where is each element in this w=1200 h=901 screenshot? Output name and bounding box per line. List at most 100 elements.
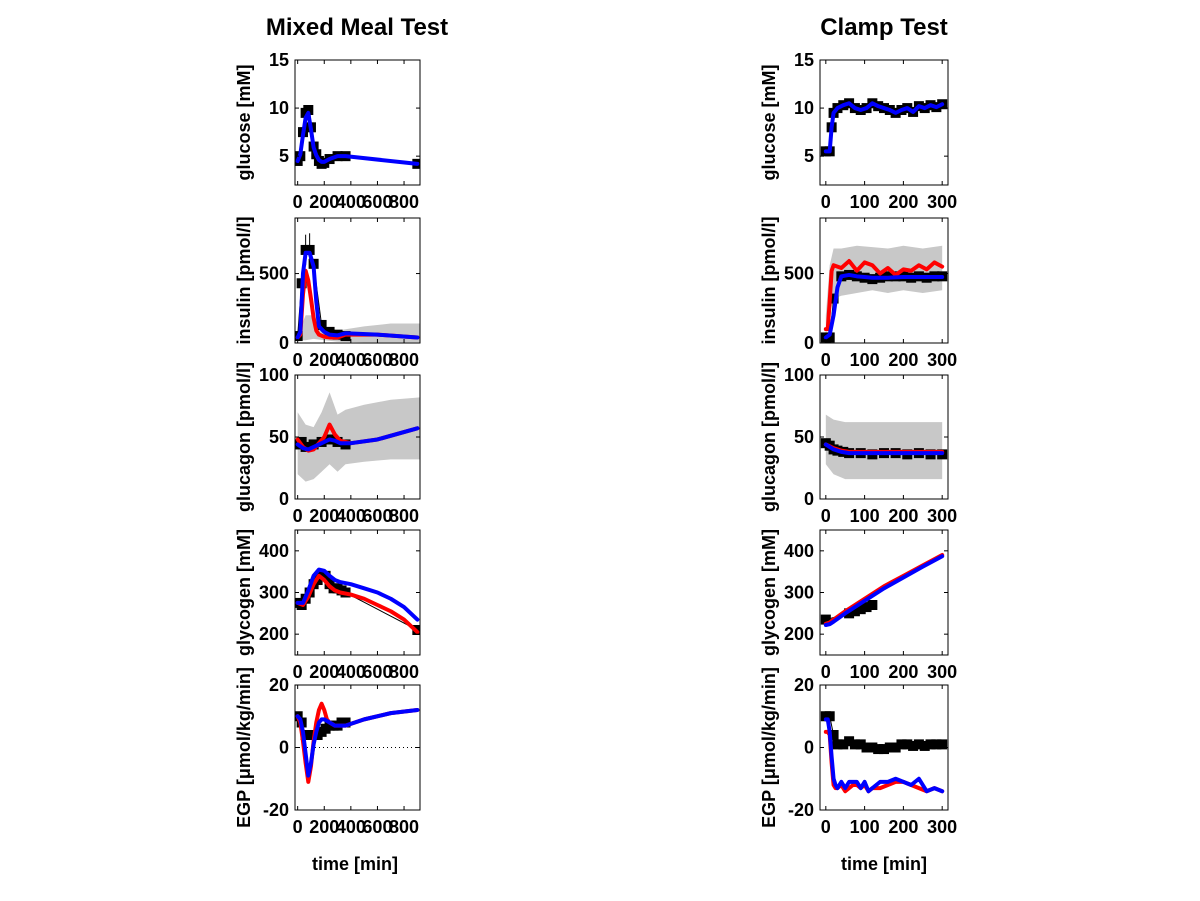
y-tick-label: 100: [784, 365, 814, 385]
y-tick-label: 500: [259, 264, 289, 284]
y-tick-label: 0: [279, 489, 289, 509]
x-tick-label: 0: [293, 506, 303, 526]
panel-plot-area: [295, 701, 420, 784]
x-tick-label: 300: [927, 506, 957, 526]
y-tick-label: 0: [804, 333, 814, 353]
x-tick-label: 200: [309, 350, 339, 370]
y-axis-label: glucose [mM]: [234, 64, 254, 180]
x-tick-label: 800: [389, 506, 419, 526]
data-point-marker: [304, 244, 315, 255]
panel-plot-area: [820, 245, 948, 343]
data-point-marker: [861, 742, 872, 753]
y-tick-label: 50: [269, 427, 289, 447]
y-tick-label: 5: [279, 146, 289, 166]
panel-clamp-insulin: 0 500 0 100 200 300 insulin [pmol/l]: [759, 217, 957, 371]
data-point-marker: [844, 608, 855, 619]
data-point-marker: [820, 614, 831, 625]
blue-model-line: [295, 250, 420, 340]
x-tick-label: 0: [821, 192, 831, 212]
x-tick-label: 600: [362, 506, 392, 526]
blue-model-line: [295, 110, 420, 166]
x-tick-label: 0: [293, 817, 303, 837]
data-point-marker: [867, 742, 878, 753]
data-point-marker: [855, 604, 866, 615]
panel-plot-area: [295, 567, 420, 635]
x-tick-label: 200: [309, 662, 339, 682]
y-tick-label: 0: [804, 489, 814, 509]
x-axis-label-meal: time [min]: [312, 854, 398, 874]
data-point-marker: [861, 602, 872, 613]
data-point-marker: [844, 736, 855, 747]
x-tick-label: 100: [850, 506, 880, 526]
y-tick-label: 5: [804, 146, 814, 166]
y-tick-label: 300: [784, 583, 814, 603]
panel-plot-area: [820, 98, 948, 157]
data-point-marker: [867, 600, 878, 610]
data-point-marker: [320, 570, 331, 581]
y-axis-label: insulin [pmol/l]: [759, 217, 779, 345]
data-point-marker: [908, 740, 919, 751]
y-tick-label: 20: [794, 675, 814, 695]
x-tick-label: 200: [888, 662, 918, 682]
panel-clamp-glucose: 5 10 15 0 100 200 300 glucose [mM]: [759, 50, 957, 212]
x-tick-label: 600: [362, 817, 392, 837]
y-tick-label: 10: [269, 98, 289, 118]
x-tick-label: 400: [336, 817, 366, 837]
y-tick-label: 300: [259, 583, 289, 603]
x-tick-label: 400: [336, 506, 366, 526]
panel-plot-area: [295, 233, 420, 343]
x-tick-label: 800: [389, 662, 419, 682]
data-point-marker: [890, 742, 901, 753]
y-axis-label: glucagon [pmol/l]: [759, 362, 779, 512]
column-title-clamp: Clamp Test: [820, 14, 948, 41]
x-tick-label: 300: [927, 350, 957, 370]
panel-plot-area: [820, 553, 945, 627]
x-tick-label: 300: [927, 192, 957, 212]
panel-plot-area: [820, 711, 948, 794]
data-point-marker: [884, 742, 895, 753]
data-point-marker: [879, 744, 889, 755]
x-tick-label: 100: [850, 817, 880, 837]
x-tick-label: 200: [888, 817, 918, 837]
y-tick-label: 200: [784, 624, 814, 644]
x-tick-label: 100: [850, 350, 880, 370]
uncertainty-band: [825, 245, 943, 335]
column-title-meal: Mixed Meal Test: [266, 14, 448, 41]
blue-model-line: [295, 708, 420, 778]
axes-box: [294, 59, 421, 186]
y-axis-label: glucose [mM]: [759, 64, 779, 180]
data-point-marker: [828, 730, 839, 740]
x-axis-label-clamp: time [min]: [841, 854, 927, 874]
red-model-line: [295, 573, 420, 635]
data-point-marker: [824, 711, 835, 722]
panel-clamp-glucagon: 0 50 100 0 100 200 300 glucagon [pmol/l]: [759, 362, 957, 526]
x-tick-label: 800: [389, 192, 419, 212]
x-tick-label: 300: [927, 817, 957, 837]
data-point-marker: [902, 739, 913, 750]
axes-box: [819, 217, 949, 344]
x-tick-label: 400: [336, 662, 366, 682]
x-tick-label: 100: [850, 192, 880, 212]
data-point-marker: [340, 717, 351, 728]
x-tick-label: 200: [888, 506, 918, 526]
data-point-marker: [308, 439, 319, 450]
data-point-marker: [838, 739, 849, 750]
y-tick-label: 0: [279, 333, 289, 353]
y-axis-label: EGP [μmol/kg/min]: [234, 667, 254, 828]
red-model-line: [823, 259, 945, 332]
y-tick-label: 400: [259, 541, 289, 561]
panel-plot-area: [295, 105, 420, 169]
data-point-marker: [925, 739, 936, 750]
axes-box: [294, 217, 421, 344]
data-point-marker: [931, 739, 942, 750]
data-point-marker: [324, 326, 335, 337]
y-tick-label: -20: [263, 800, 289, 820]
x-tick-label: 800: [389, 817, 419, 837]
uncertainty-band: [297, 392, 420, 482]
x-tick-label: 0: [821, 350, 831, 370]
y-axis-label: glucagon [pmol/l]: [234, 362, 254, 512]
y-tick-label: 15: [269, 50, 289, 70]
